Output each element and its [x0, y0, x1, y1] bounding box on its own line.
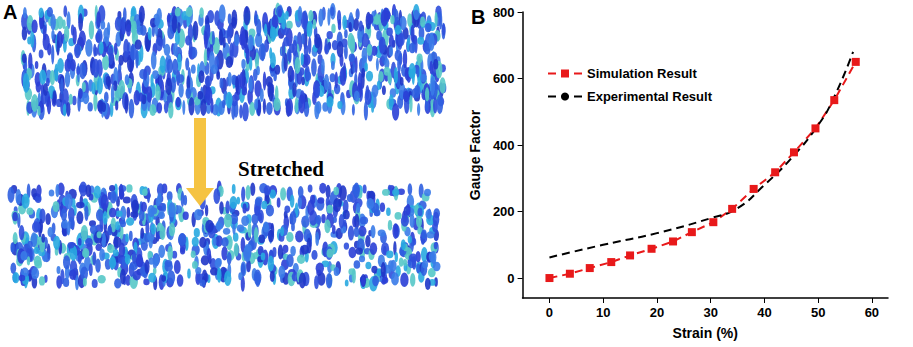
- svg-text:10: 10: [596, 305, 610, 320]
- svg-text:400: 400: [493, 138, 515, 153]
- svg-text:200: 200: [493, 204, 515, 219]
- svg-text:0: 0: [507, 271, 514, 286]
- svg-text:Simulation Result: Simulation Result: [587, 66, 697, 81]
- svg-text:Strain (%): Strain (%): [673, 325, 738, 341]
- svg-text:Stretched: Stretched: [238, 157, 324, 181]
- svg-text:B: B: [471, 6, 485, 28]
- svg-text:A: A: [3, 1, 17, 23]
- svg-text:Experimental Result: Experimental Result: [587, 89, 713, 104]
- svg-text:600: 600: [493, 71, 515, 86]
- svg-text:50: 50: [811, 305, 825, 320]
- svg-text:20: 20: [650, 305, 664, 320]
- svg-text:800: 800: [493, 5, 515, 20]
- svg-text:60: 60: [865, 305, 879, 320]
- svg-text:Gauge Factor: Gauge Factor: [467, 109, 483, 200]
- svg-text:30: 30: [703, 305, 717, 320]
- svg-text:0: 0: [546, 305, 553, 320]
- svg-text:40: 40: [757, 305, 771, 320]
